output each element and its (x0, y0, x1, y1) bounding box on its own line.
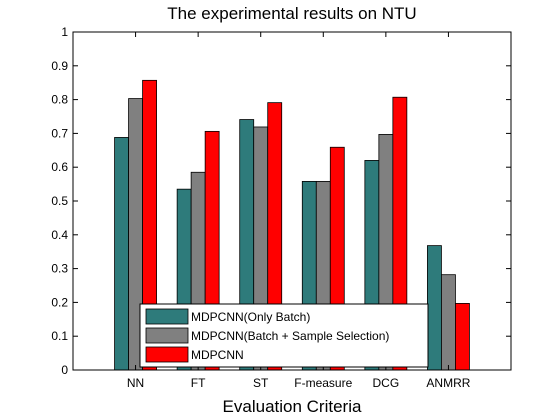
bar-anmrr-series-3 (455, 303, 470, 371)
legend-label-series-3: MDPCNN (191, 348, 244, 362)
x-tick-label: FT (191, 376, 206, 390)
y-tick-label: 0.7 (51, 126, 68, 140)
legend-swatch-series-2 (145, 327, 189, 344)
legend-swatch-series-1 (145, 308, 189, 325)
legend-label-series-1: MDPCNN(Only Batch) (191, 310, 310, 324)
chart-title: The experimental results on NTU (167, 4, 416, 23)
x-tick-label: NN (127, 376, 144, 390)
x-tick-label: ANMRR (426, 376, 470, 390)
y-tick-label: 0.5 (51, 194, 68, 208)
x-axis-label: Evaluation Criteria (223, 397, 362, 416)
y-tick-label: 0.2 (51, 295, 68, 309)
y-tick-label: 0.1 (51, 329, 68, 343)
y-tick-label: 1 (61, 25, 68, 39)
y-tick-label: 0.4 (51, 228, 68, 242)
bar-anmrr-series-2 (441, 274, 456, 371)
y-tick-label: 0 (61, 363, 68, 377)
bar-anmrr-series-1 (427, 245, 442, 371)
bar-nn-series-1 (114, 137, 129, 371)
y-tick-label: 0.3 (51, 262, 68, 276)
y-tick-label: 0.8 (51, 93, 68, 107)
y-axis-ticks: 0 0.1 0.2 0.3 0.4 0.5 0.6 0.7 0.8 0.9 1 (51, 25, 511, 377)
x-tick-label: F-measure (294, 376, 352, 390)
y-tick-label: 0.9 (51, 59, 68, 73)
y-tick-label: 0.6 (51, 160, 68, 174)
legend: MDPCNN(Only Batch) MDPCNN(Batch + Sample … (139, 303, 429, 368)
legend-swatch-series-3 (145, 346, 189, 363)
x-axis-ticks: NN FT ST F-measure DCG ANMRR (127, 32, 471, 390)
legend-label-series-2: MDPCNN(Batch + Sample Selection) (191, 329, 389, 343)
x-tick-label: ST (253, 376, 269, 390)
x-tick-label: DCG (373, 376, 400, 390)
